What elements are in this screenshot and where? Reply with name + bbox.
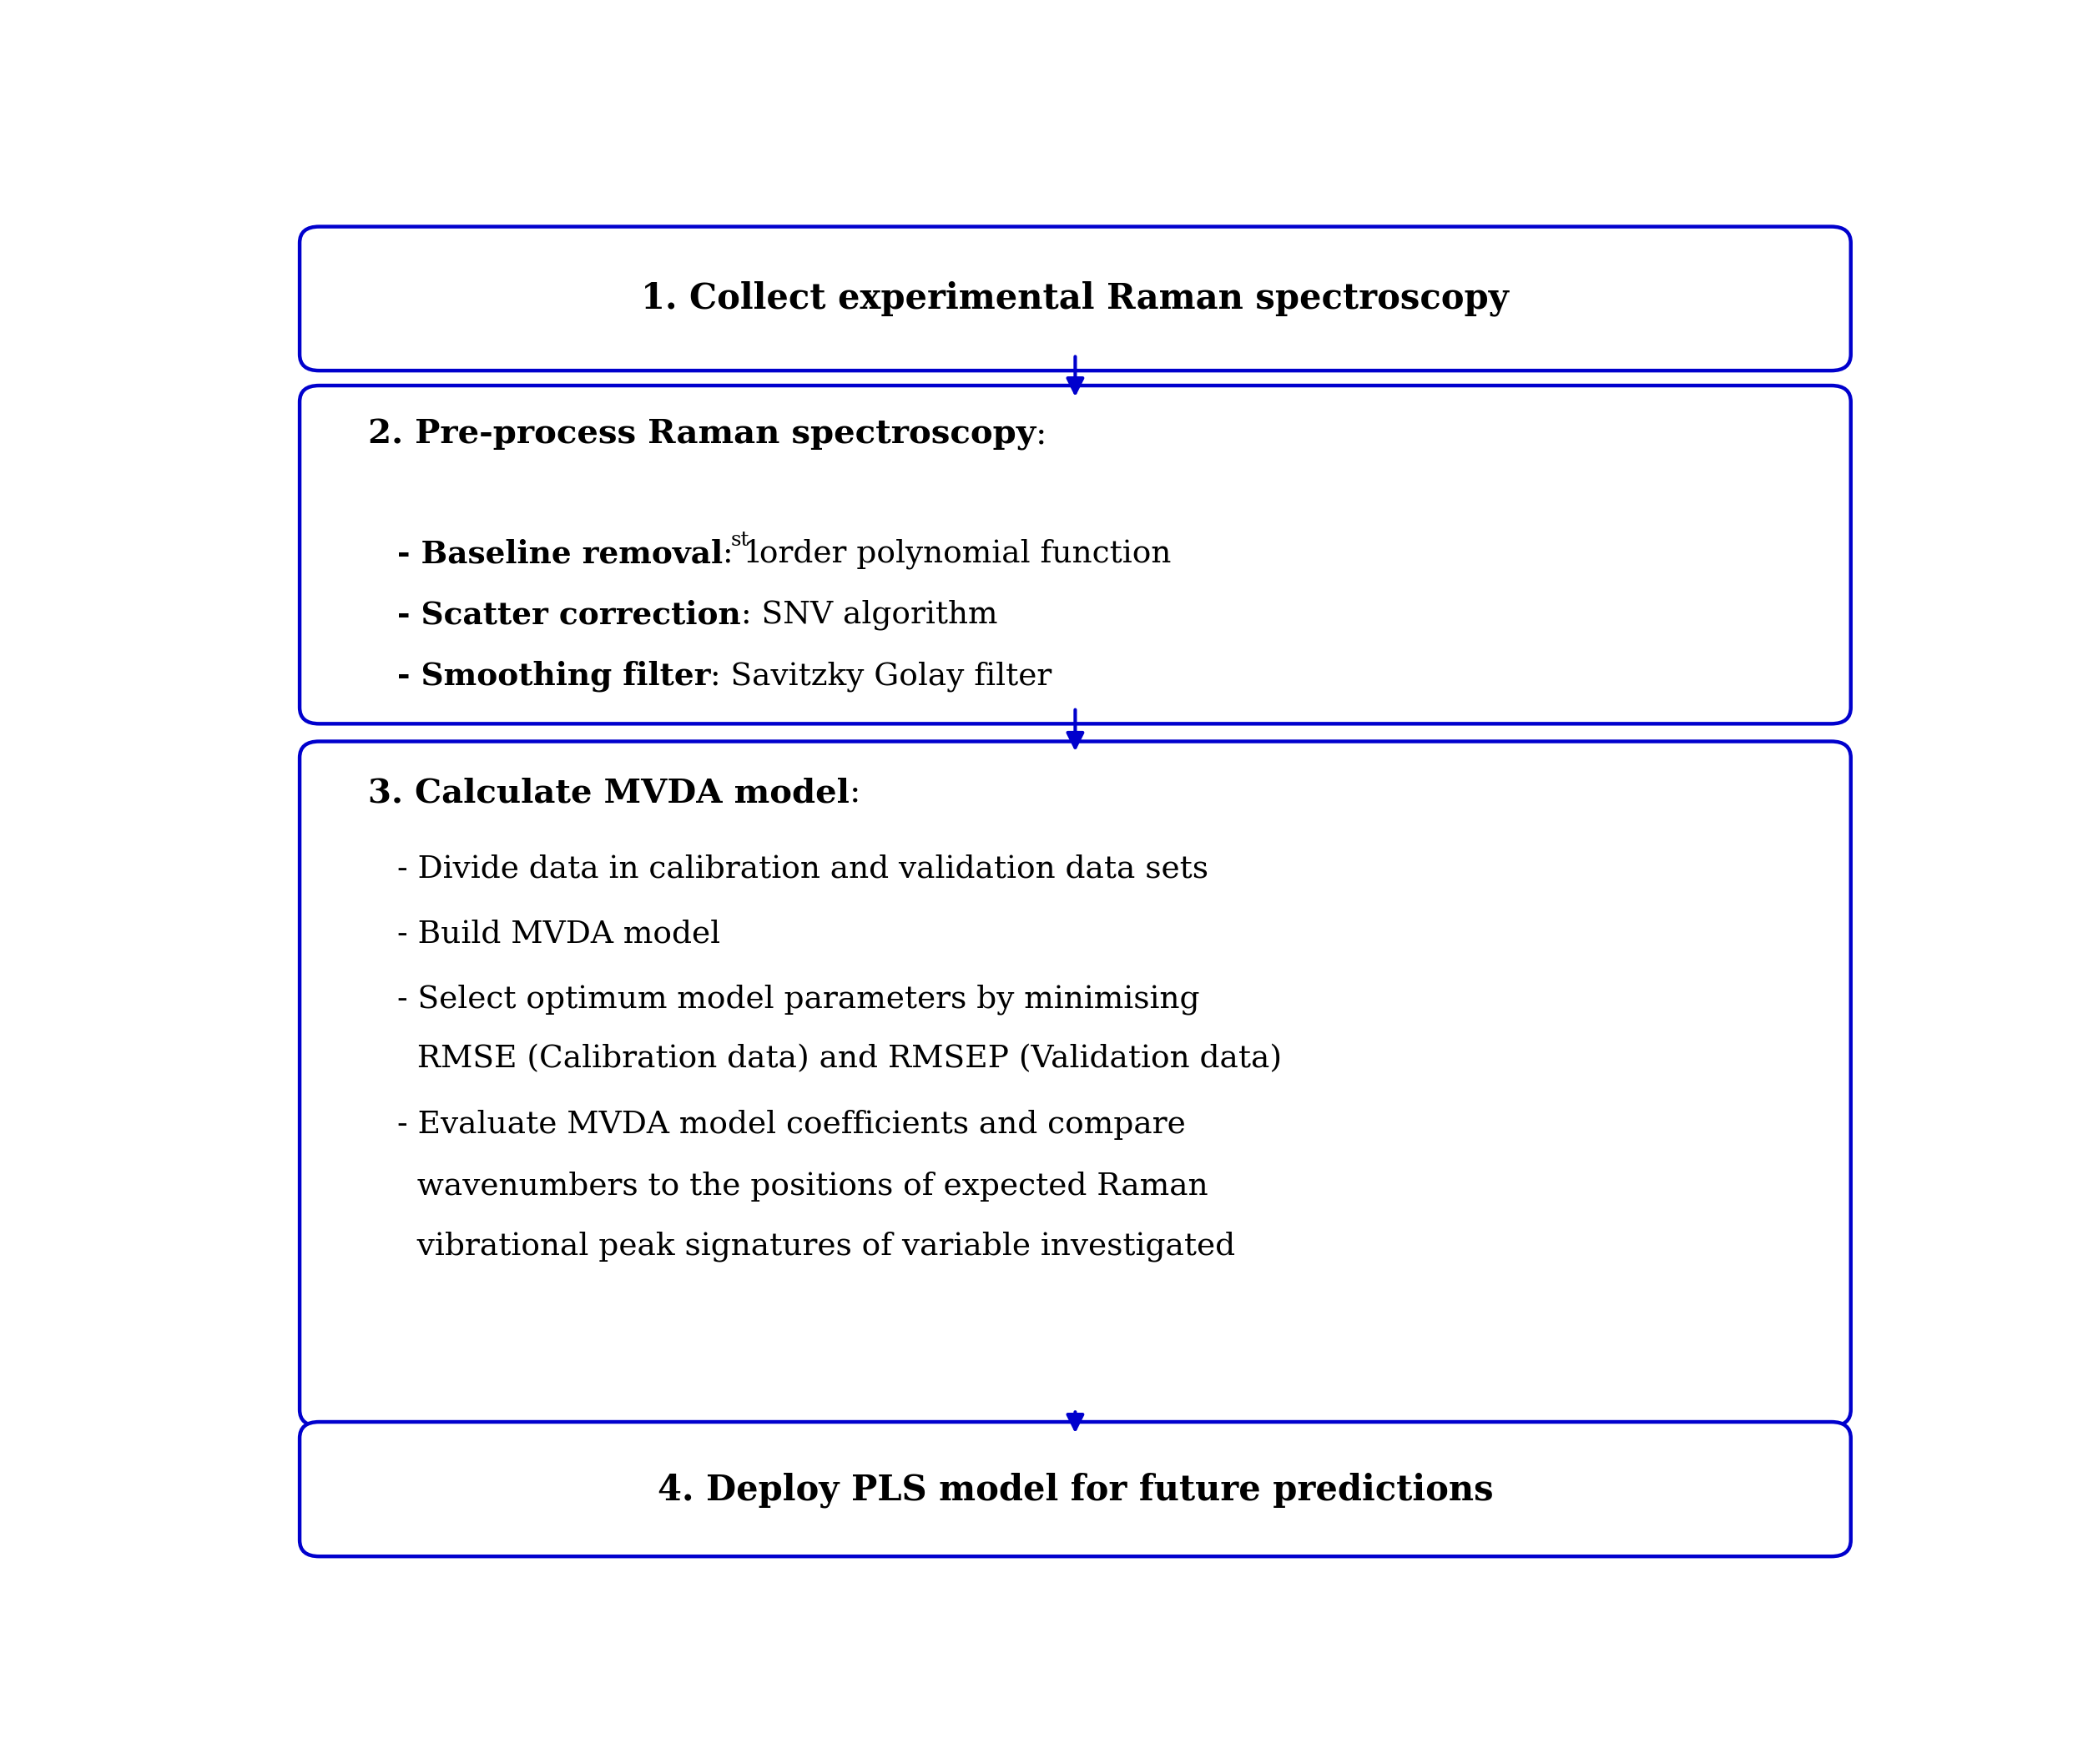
FancyBboxPatch shape <box>300 741 1850 1425</box>
Text: - Build MVDA model: - Build MVDA model <box>397 919 720 949</box>
Text: vibrational peak signatures of variable investigated: vibrational peak signatures of variable … <box>397 1231 1236 1261</box>
Text: - Select optimum model parameters by minimising: - Select optimum model parameters by min… <box>397 984 1200 1014</box>
FancyBboxPatch shape <box>300 1422 1850 1556</box>
Text: 4. Deploy PLS model for future predictions: 4. Deploy PLS model for future predictio… <box>657 1473 1494 1508</box>
Text: : 1: : 1 <box>724 540 764 570</box>
FancyBboxPatch shape <box>300 226 1850 370</box>
FancyBboxPatch shape <box>300 386 1850 723</box>
Text: - Scatter correction: - Scatter correction <box>397 600 741 630</box>
Text: : Savitzky Golay filter: : Savitzky Golay filter <box>711 662 1051 691</box>
Text: :: : <box>1036 420 1047 450</box>
Text: - Evaluate MVDA model coefficients and compare: - Evaluate MVDA model coefficients and c… <box>397 1110 1185 1140</box>
Text: - Baseline removal: 1: - Baseline removal: 1 <box>397 540 730 570</box>
Text: - Smoothing filter: - Smoothing filter <box>397 660 711 691</box>
Text: :: : <box>850 778 860 808</box>
Text: - Baseline removal: - Baseline removal <box>397 538 724 570</box>
Text: st: st <box>730 531 749 550</box>
Text: order polynomial function: order polynomial function <box>749 538 1171 570</box>
Text: 3. Calculate MVDA model: 3. Calculate MVDA model <box>367 778 850 810</box>
Text: : SNV algorithm: : SNV algorithm <box>741 600 997 630</box>
Text: RMSE (Calibration data) and RMSEP (Validation data): RMSE (Calibration data) and RMSEP (Valid… <box>397 1044 1282 1074</box>
Text: 2. Pre-process Raman spectroscopy: 2. Pre-process Raman spectroscopy <box>367 418 1036 450</box>
Text: - Divide data in calibration and validation data sets: - Divide data in calibration and validat… <box>397 854 1208 884</box>
Text: wavenumbers to the positions of expected Raman: wavenumbers to the positions of expected… <box>397 1171 1208 1201</box>
Text: 1. Collect experimental Raman spectroscopy: 1. Collect experimental Raman spectrosco… <box>642 280 1508 316</box>
Text: st: st <box>730 531 749 550</box>
